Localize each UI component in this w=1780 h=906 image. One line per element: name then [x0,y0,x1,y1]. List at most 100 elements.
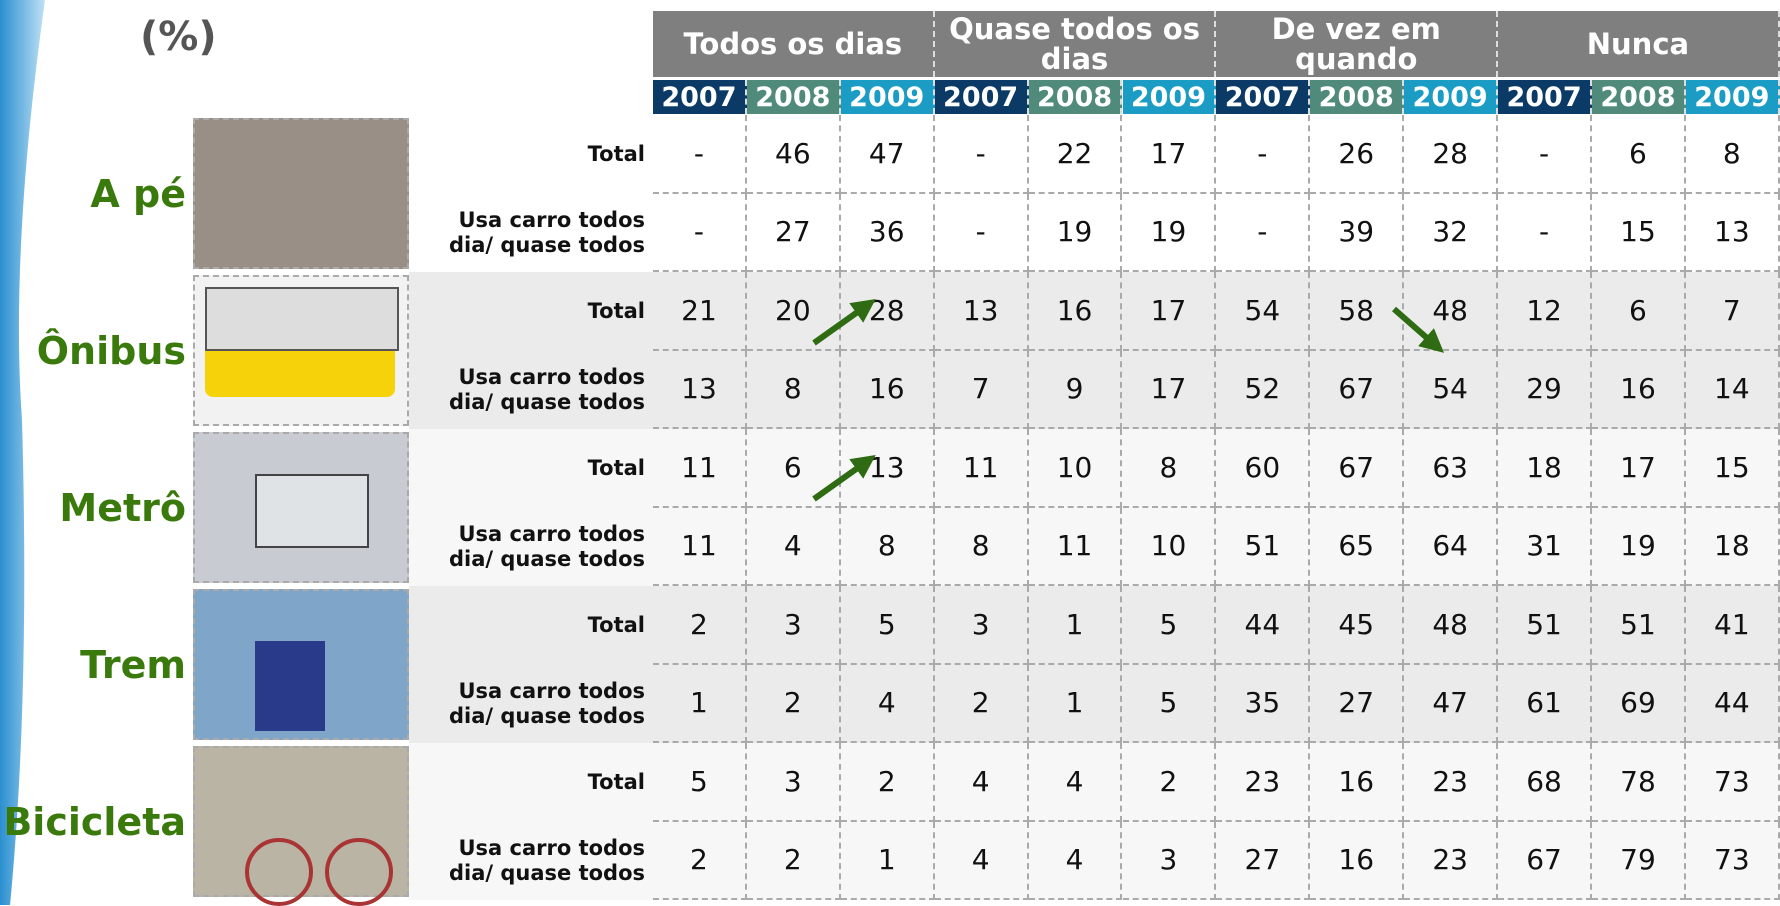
value-cell: 23 [1216,743,1311,822]
mode-label: Trem [80,642,186,687]
value-cell: 17 [1122,115,1217,194]
value-cell: - [653,115,747,194]
row-label: Total [587,612,645,637]
value-cell: 35 [1216,664,1311,743]
value-cell: 8 [746,350,841,429]
row-label: Usa carro todos dia/ quase todos [448,678,645,728]
photo [193,746,409,906]
value-cell: 51 [1498,586,1592,665]
value-cell: 5 [653,743,747,822]
value-cell: 23 [1404,821,1499,900]
value-cell: 1 [1028,586,1123,665]
value-cell: 2 [746,821,841,900]
value-cell: 4 [1028,821,1123,900]
value-cell: 11 [1028,507,1123,586]
value-cell: 47 [840,115,935,194]
row-label: Usa carro todos dia/ quase todos [448,207,645,257]
value-cell: 41 [1685,586,1780,665]
row-label: Usa carro todos dia/ quase todos [448,364,645,414]
value-cell: 2 [934,664,1029,743]
value-cell: 32 [1404,193,1499,272]
value-cell: 2 [1122,743,1217,822]
value-cell: 44 [1216,586,1311,665]
value-cell: 16 [1592,350,1686,429]
value-cell: 28 [1404,115,1499,194]
photo [193,118,409,269]
row-label: Total [587,769,645,794]
value-cell: - [1216,115,1311,194]
value-cell: 20 [746,272,841,351]
value-cell: 2 [653,586,747,665]
value-cell: 78 [1592,743,1686,822]
value-cell: 68 [1498,743,1592,822]
value-cell: 19 [1592,507,1686,586]
mode-label: Ônibus [36,328,186,373]
value-cell: - [934,193,1029,272]
value-cell: 26 [1310,115,1405,194]
value-cell: 3 [1122,821,1217,900]
year-header: 2008 [1028,80,1123,114]
row-label: Total [587,298,645,323]
value-cell: 17 [1122,272,1217,351]
value-cell: 6 [746,429,841,508]
value-cell: - [1216,193,1311,272]
row-band [409,115,1780,194]
value-cell: 63 [1404,429,1499,508]
row-band [409,664,1780,743]
year-header: 2007 [1498,80,1592,114]
value-cell: 52 [1216,350,1311,429]
row-label: Total [587,455,645,480]
photo [193,589,409,740]
value-cell: 67 [1310,350,1405,429]
value-cell: 9 [1028,350,1123,429]
value-cell: 2 [840,743,935,822]
row-band [409,743,1780,822]
value-cell: 27 [1310,664,1405,743]
title: (%) [140,14,217,60]
value-cell: 4 [1028,743,1123,822]
value-cell: 4 [840,664,935,743]
value-cell: 48 [1404,586,1499,665]
value-cell: 8 [934,507,1029,586]
photo [193,432,409,583]
year-header: 2007 [1216,80,1311,114]
value-cell: 27 [746,193,841,272]
value-cell: 16 [1028,272,1123,351]
value-cell: 64 [1404,507,1499,586]
value-cell: 8 [1685,115,1780,194]
value-cell: 4 [746,507,841,586]
year-header: 2007 [934,80,1029,114]
value-cell: 17 [1122,350,1217,429]
year-header: 2009 [1404,80,1499,114]
row-band [409,193,1780,272]
mode-label: Metrô [59,485,186,530]
value-cell: 11 [653,507,747,586]
group-header: Nunca [1498,11,1780,77]
value-cell: 3 [746,743,841,822]
value-cell: 67 [1310,429,1405,508]
group-header: Quase todos os dias [934,11,1217,77]
mode-label: Bicicleta [3,799,186,844]
value-cell: 73 [1685,743,1780,822]
value-cell: 2 [653,821,747,900]
value-cell: 4 [934,743,1029,822]
value-cell: 58 [1310,272,1405,351]
value-cell: 79 [1592,821,1686,900]
value-cell: 8 [840,507,935,586]
row-label: Usa carro todos dia/ quase todos [448,835,645,885]
value-cell: 46 [746,115,841,194]
value-cell: 5 [1122,586,1217,665]
value-cell: 22 [1028,115,1123,194]
value-cell: 29 [1498,350,1592,429]
row-band [409,272,1780,351]
value-cell: 5 [840,586,935,665]
value-cell: 45 [1310,586,1405,665]
group-header: De vez em quando [1216,11,1499,77]
value-cell: 13 [653,350,747,429]
value-cell: 31 [1498,507,1592,586]
value-cell: 1 [1028,664,1123,743]
value-cell: 61 [1498,664,1592,743]
value-cell: 47 [1404,664,1499,743]
value-cell: 48 [1404,272,1499,351]
